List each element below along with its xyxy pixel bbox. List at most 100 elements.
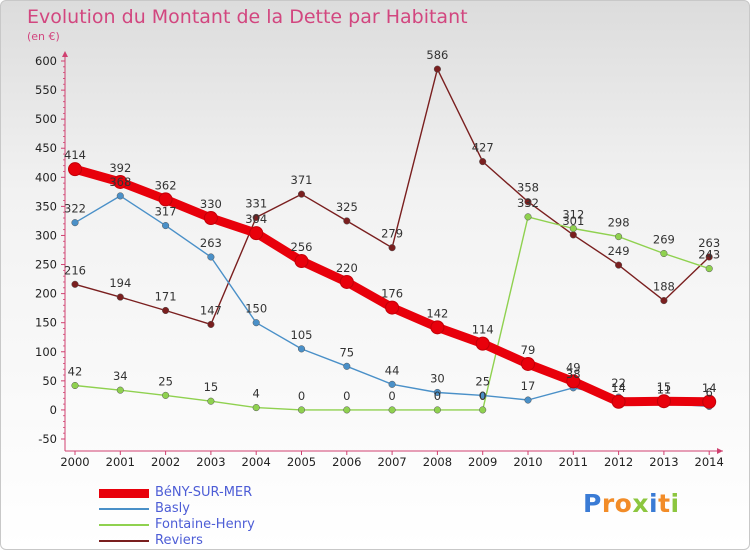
data-label: 17 [521, 379, 536, 393]
legend-item: BéNY-SUR-MER [99, 485, 319, 501]
logo-letter: i [670, 489, 680, 518]
data-point [203, 211, 218, 226]
data-label: 332 [517, 196, 539, 210]
legend-label: Reviers [155, 533, 203, 548]
data-label: 279 [381, 227, 403, 241]
data-point [475, 336, 490, 351]
legend-swatch [99, 488, 149, 498]
chart-legend: BéNY-SUR-MER Basly Fontaine-Henry Reviers [99, 485, 319, 549]
data-point [433, 388, 441, 397]
logo-letter: x [632, 489, 649, 518]
data-label: 49 [566, 360, 581, 374]
legend-label: Fontaine-Henry [155, 517, 255, 532]
x-tick-label: 2005 [287, 455, 316, 469]
data-label: 368 [109, 175, 131, 189]
data-label: 0 [434, 389, 441, 403]
y-tick-label: 100 [35, 345, 57, 359]
data-label: 11 [657, 383, 672, 397]
data-label: 249 [608, 244, 630, 258]
x-tick-label: 2012 [604, 455, 633, 469]
y-tick-label: -50 [38, 432, 57, 446]
x-tick-label: 2004 [242, 455, 271, 469]
data-label: 79 [521, 343, 536, 357]
data-label: 15 [204, 380, 219, 394]
data-point [524, 396, 532, 404]
data-label: 304 [245, 212, 267, 226]
data-point [297, 345, 306, 353]
data-point [343, 406, 351, 414]
data-point [158, 192, 173, 207]
data-label: 171 [155, 289, 177, 303]
data-point [656, 394, 671, 409]
data-point [479, 391, 487, 399]
data-label: 322 [64, 202, 86, 216]
data-point [569, 224, 577, 233]
y-axis-arrow [62, 51, 68, 57]
x-tick-label: 2010 [513, 455, 542, 469]
data-label: 147 [200, 303, 222, 317]
data-point [252, 319, 260, 327]
data-label: 34 [113, 369, 128, 383]
data-label: 216 [64, 263, 86, 277]
data-point [343, 362, 351, 370]
data-point [343, 217, 351, 225]
data-point [524, 213, 532, 221]
data-point [71, 219, 79, 227]
data-label: 330 [200, 197, 222, 211]
x-axis-arrow [717, 448, 723, 454]
data-point [113, 174, 128, 189]
y-tick-label: 600 [35, 54, 57, 68]
data-label: 188 [653, 280, 675, 294]
data-label: 25 [475, 374, 490, 388]
data-point [524, 198, 532, 206]
data-point [71, 280, 79, 288]
data-label: 38 [566, 367, 581, 381]
data-label: 392 [109, 161, 131, 175]
data-point [388, 380, 396, 388]
data-point [479, 158, 487, 166]
y-tick-label: 250 [35, 258, 57, 272]
logo-letter: P [583, 489, 602, 518]
data-label: 586 [426, 48, 448, 62]
data-point [388, 244, 396, 252]
legend-item: Fontaine-Henry [99, 517, 319, 533]
data-point [521, 356, 535, 371]
data-label: 269 [653, 232, 675, 246]
data-point [162, 222, 170, 230]
x-tick-label: 2014 [695, 455, 724, 469]
data-point [705, 265, 713, 273]
x-tick-label: 2006 [332, 455, 361, 469]
data-label: 331 [245, 196, 267, 210]
data-point [430, 320, 445, 335]
data-label: 256 [291, 240, 313, 254]
data-label: 243 [698, 248, 720, 262]
y-tick-label: 400 [35, 170, 57, 184]
data-point [660, 297, 668, 305]
legend-label: BéNY-SUR-MER [155, 485, 253, 500]
data-label: 220 [336, 261, 358, 275]
data-point [116, 192, 124, 200]
y-tick-label: 450 [35, 141, 57, 155]
proxiti-logo: Proxiti [583, 489, 680, 518]
data-label: 176 [381, 287, 403, 301]
data-label: 414 [64, 148, 86, 162]
x-tick-label: 2008 [423, 455, 452, 469]
data-label: 427 [472, 141, 494, 155]
data-label: 194 [109, 276, 131, 290]
data-label: 263 [698, 236, 720, 250]
logo-letter: t [658, 489, 671, 518]
y-tick-label: 150 [35, 316, 57, 330]
data-label: 105 [291, 328, 313, 342]
y-tick-label: 350 [35, 199, 57, 213]
data-label: 6 [706, 385, 713, 399]
data-point [705, 253, 713, 261]
x-tick-label: 2001 [106, 455, 135, 469]
data-point [294, 254, 309, 269]
y-tick-label: 550 [35, 83, 57, 97]
data-label: 15 [657, 380, 672, 394]
logo-letter: i [649, 489, 659, 518]
y-tick-label: 300 [35, 228, 57, 242]
data-point [252, 213, 260, 221]
